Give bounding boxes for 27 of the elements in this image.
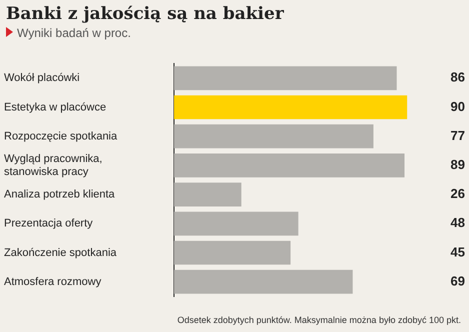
- bar: [174, 154, 405, 178]
- data-label: 45: [450, 244, 465, 260]
- data-label: 26: [450, 186, 465, 202]
- y-tick-label: Wygląd pracownika, stanowiska pracy: [4, 152, 102, 178]
- bar: [174, 270, 353, 294]
- y-tick-label: Estetyka w placówce: [4, 101, 106, 114]
- y-tick-label: Wokół placówki: [4, 72, 80, 84]
- bar: [174, 66, 397, 90]
- data-label: 89: [450, 157, 465, 172]
- text: Wyniki badań w proc.: [17, 26, 131, 40]
- bar: [174, 240, 291, 265]
- bar: [174, 124, 374, 148]
- data-label: 48: [450, 215, 465, 230]
- y-tick-label: Prezentacja oferty: [4, 218, 94, 230]
- bar: [174, 182, 242, 206]
- y-tick-label: Rozpoczęcie spotkania: [4, 130, 118, 142]
- bar: [174, 95, 408, 120]
- bar: [174, 212, 298, 236]
- data-label: 77: [450, 128, 465, 143]
- data-label: 86: [450, 70, 465, 85]
- text: Odsetek zdobytych punktów. Maksymalnie można było zdobyć 100 pkt.: [177, 315, 461, 325]
- data-label: 69: [450, 273, 465, 288]
- data-label: 90: [450, 98, 465, 114]
- y-tick-label: Analiza potrzeb klienta: [4, 188, 116, 201]
- chart-title: Banki z jakością są na bakier: [6, 4, 284, 24]
- y-tick-label: Zakończenie spotkania: [4, 246, 118, 259]
- y-tick-label: Atmosfera rozmowy: [4, 276, 102, 288]
